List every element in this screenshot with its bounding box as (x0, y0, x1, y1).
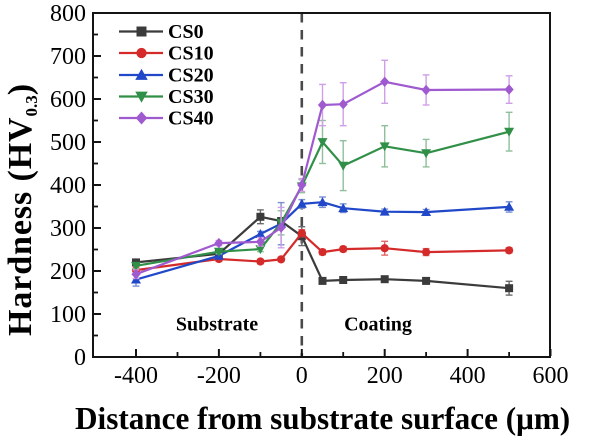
svg-text:Coating: Coating (344, 314, 412, 336)
svg-text:700: 700 (50, 44, 86, 70)
svg-text:400: 400 (50, 173, 86, 199)
svg-text:0: 0 (296, 363, 308, 389)
svg-text:0: 0 (74, 345, 86, 371)
svg-text:500: 500 (50, 130, 86, 156)
svg-text:CS20: CS20 (168, 65, 214, 87)
svg-text:200: 200 (367, 363, 403, 389)
svg-text:600: 600 (50, 87, 86, 113)
svg-text:600: 600 (533, 363, 569, 389)
svg-text:300: 300 (50, 216, 86, 242)
svg-text:CS40: CS40 (168, 108, 214, 130)
svg-text:200: 200 (50, 259, 86, 285)
svg-text:CS0: CS0 (168, 21, 204, 43)
svg-text:Distance from substrate surfac: Distance from substrate surface (μm) (75, 401, 570, 436)
svg-text:CS10: CS10 (168, 43, 214, 65)
svg-text:100: 100 (50, 302, 86, 328)
svg-text:Substrate: Substrate (176, 314, 258, 336)
svg-text:-400: -400 (114, 363, 158, 389)
svg-text:CS30: CS30 (168, 86, 214, 108)
svg-text:400: 400 (450, 363, 486, 389)
svg-text:Hardness (HV0.3): Hardness (HV0.3) (2, 83, 41, 336)
svg-text:800: 800 (50, 1, 86, 27)
svg-text:-200: -200 (197, 363, 241, 389)
